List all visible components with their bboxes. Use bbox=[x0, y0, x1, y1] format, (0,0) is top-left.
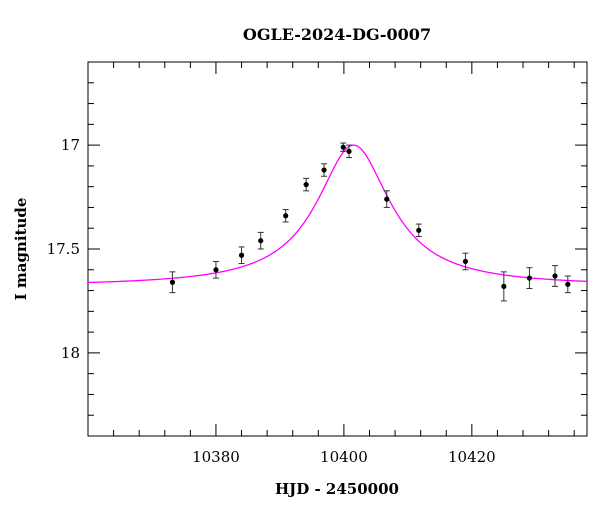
x-tick-label: 10400 bbox=[320, 448, 368, 466]
data-point bbox=[340, 142, 347, 152]
data-point bbox=[212, 260, 219, 279]
data-point bbox=[257, 231, 264, 250]
y-axis-label: I magnitude bbox=[12, 198, 30, 301]
y-tick-label: 17.5 bbox=[47, 240, 80, 258]
data-point bbox=[383, 190, 390, 208]
data-point bbox=[321, 163, 328, 177]
point-marker bbox=[238, 252, 245, 258]
data-point bbox=[500, 271, 507, 302]
data-point bbox=[415, 223, 422, 238]
data-point bbox=[552, 265, 559, 287]
x-tick-label: 10420 bbox=[448, 448, 496, 466]
point-marker bbox=[384, 196, 390, 202]
point-marker bbox=[552, 273, 558, 279]
data-points-layer bbox=[169, 142, 571, 302]
point-marker bbox=[303, 181, 309, 188]
data-point bbox=[564, 275, 571, 294]
point-marker bbox=[416, 227, 422, 233]
point-marker bbox=[169, 279, 176, 285]
data-point bbox=[282, 209, 289, 223]
point-marker bbox=[526, 275, 533, 281]
point-marker bbox=[462, 258, 469, 265]
chart-title: OGLE-2024-DG-0007 bbox=[243, 25, 431, 44]
point-marker bbox=[258, 238, 264, 244]
x-axis-label: HJD - 2450000 bbox=[275, 480, 399, 498]
plot-frame bbox=[87, 61, 588, 437]
tick-labels: 10380 10400 10420 17 17.5 18 bbox=[47, 136, 496, 466]
axis-ticks bbox=[87, 61, 587, 437]
data-point bbox=[346, 144, 353, 159]
point-marker bbox=[340, 144, 346, 150]
data-point bbox=[238, 246, 245, 265]
x-tick-label: 10380 bbox=[192, 448, 240, 466]
data-point bbox=[462, 252, 469, 271]
data-point bbox=[526, 267, 533, 289]
point-marker bbox=[346, 148, 352, 154]
point-marker bbox=[565, 281, 571, 287]
model-fit-curve bbox=[87, 144, 588, 284]
y-tick-label: 17 bbox=[61, 136, 80, 154]
data-point bbox=[303, 177, 310, 192]
point-marker bbox=[501, 283, 507, 289]
data-point bbox=[169, 271, 176, 294]
point-marker bbox=[321, 167, 327, 173]
y-tick-label: 18 bbox=[61, 344, 80, 362]
point-marker bbox=[283, 213, 289, 219]
point-marker bbox=[213, 267, 219, 273]
model-fit-layer bbox=[87, 144, 588, 284]
plot-area bbox=[87, 61, 588, 437]
